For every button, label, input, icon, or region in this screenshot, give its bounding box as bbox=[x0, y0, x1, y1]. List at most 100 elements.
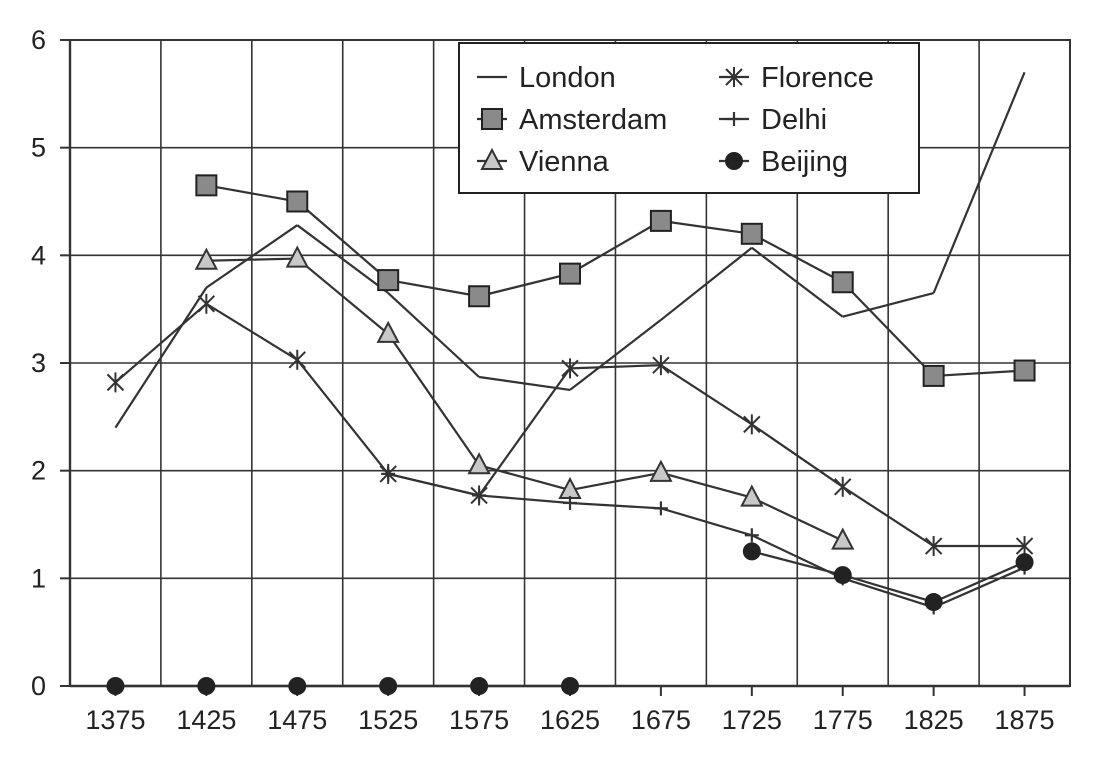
series-vienna-point bbox=[194, 247, 219, 270]
series-delhi-point bbox=[653, 501, 668, 516]
series-vienna-segment bbox=[660, 471, 753, 499]
x-tick-label: 1425 bbox=[176, 705, 236, 735]
series-london-segment bbox=[932, 71, 1026, 294]
series-florence bbox=[106, 293, 1034, 557]
series-london-segment bbox=[569, 319, 662, 391]
legend-swatch-marker bbox=[481, 108, 503, 130]
legend-swatch-marker bbox=[480, 147, 504, 170]
series-london-segment bbox=[114, 287, 208, 429]
series-london-segment bbox=[205, 224, 298, 289]
y-tick-label: 4 bbox=[31, 240, 46, 270]
series-vienna-point bbox=[649, 459, 673, 482]
series-amsterdam-point bbox=[377, 269, 400, 292]
series-vienna-point-shape bbox=[376, 320, 400, 343]
series-florence-segment bbox=[205, 302, 298, 361]
series-beijing-point-shape bbox=[561, 677, 579, 695]
y-tick-label: 1 bbox=[31, 563, 46, 593]
series-london-segment bbox=[751, 246, 844, 318]
series-amsterdam-point-shape bbox=[649, 209, 672, 232]
series-london-segment bbox=[842, 291, 934, 318]
x-tick-label: 1475 bbox=[267, 705, 327, 735]
legend-item-beijing: Beijing bbox=[719, 146, 848, 178]
series-florence-point bbox=[1015, 536, 1034, 557]
series-amsterdam-point-shape bbox=[377, 269, 400, 292]
series-amsterdam-point bbox=[740, 222, 763, 245]
x-tick-label: 1375 bbox=[85, 705, 145, 735]
series-delhi-segment bbox=[387, 472, 480, 497]
series-florence-segment bbox=[569, 364, 661, 370]
series-florence-point bbox=[106, 372, 125, 393]
series-beijing-point-shape bbox=[106, 677, 125, 695]
x-tick-label: 1525 bbox=[358, 705, 418, 735]
y-tick-label: 3 bbox=[31, 348, 46, 378]
series-vienna-point bbox=[831, 527, 855, 550]
series-delhi-segment bbox=[933, 566, 1025, 609]
legend-label: Amsterdam bbox=[519, 104, 667, 136]
series-vienna-point bbox=[740, 484, 764, 507]
series-vienna-point bbox=[376, 320, 400, 343]
series-vienna-segment bbox=[206, 257, 298, 262]
series-amsterdam-segment bbox=[751, 232, 844, 284]
series-amsterdam-segment bbox=[296, 200, 389, 281]
series-beijing-point-shape bbox=[1015, 553, 1034, 572]
series-florence-point bbox=[834, 476, 852, 497]
legend-swatch-marker bbox=[725, 152, 743, 170]
legend-label: Beijing bbox=[761, 146, 848, 178]
series-florence-point bbox=[743, 414, 761, 435]
legend-label: London bbox=[519, 62, 616, 94]
series-beijing-point-shape bbox=[288, 677, 307, 695]
legend-swatch-marker bbox=[727, 112, 741, 126]
series-amsterdam-segment bbox=[660, 219, 752, 235]
series-amsterdam-segment bbox=[478, 272, 571, 298]
series-florence-point bbox=[561, 358, 579, 379]
series-amsterdam-point-shape bbox=[195, 174, 218, 197]
series-florence-segment bbox=[842, 485, 935, 547]
series-amsterdam-point-shape bbox=[468, 285, 491, 308]
series-amsterdam-point-shape bbox=[922, 364, 945, 387]
series-delhi-segment bbox=[569, 501, 661, 510]
series-amsterdam-point bbox=[286, 190, 309, 213]
x-tick-label: 1675 bbox=[631, 705, 691, 735]
x-tick-label: 1625 bbox=[540, 705, 600, 735]
legend-item-delhi: Delhi bbox=[719, 104, 827, 136]
series-vienna-segment bbox=[751, 496, 844, 542]
series-vienna-point bbox=[467, 452, 491, 475]
legend-label: Delhi bbox=[761, 104, 827, 136]
series-beijing-point-shape bbox=[197, 677, 216, 695]
series-beijing-point bbox=[742, 542, 761, 561]
x-tick-label: 1775 bbox=[813, 705, 873, 735]
series-beijing-point-shape bbox=[742, 542, 761, 561]
series-london-segment bbox=[296, 224, 389, 294]
series-beijing-point-shape bbox=[833, 566, 852, 585]
series-florence-segment bbox=[114, 302, 208, 384]
series-vienna-point-shape bbox=[649, 459, 673, 482]
legend-swatch-marker-shape bbox=[481, 108, 503, 130]
legend-item-florence: Florence bbox=[719, 62, 874, 94]
series-lines bbox=[106, 71, 1036, 695]
series-florence-point bbox=[197, 293, 216, 314]
series-vienna-point-shape bbox=[831, 527, 855, 550]
series-beijing-point bbox=[379, 677, 398, 695]
series-amsterdam-segment bbox=[841, 281, 935, 377]
legend-swatch-marker-shape bbox=[480, 147, 504, 170]
series-vienna-segment bbox=[387, 333, 480, 466]
series-vienna-segment bbox=[296, 257, 389, 335]
series-delhi-point bbox=[381, 466, 396, 481]
y-tick-label: 0 bbox=[31, 671, 46, 701]
series-vienna-segment bbox=[478, 464, 571, 492]
y-tick-label: 6 bbox=[31, 25, 46, 55]
series-florence-point bbox=[652, 355, 670, 376]
series-florence-point bbox=[924, 536, 943, 557]
tick-labels: 0 1 2 3 4 5 6 1375 1425 1475 1525 1575 1625 1675 1725 1… bbox=[31, 25, 1055, 735]
legend-label: Florence bbox=[761, 62, 874, 94]
series-amsterdam-point bbox=[559, 262, 581, 285]
series-vienna-point-shape bbox=[285, 245, 309, 268]
x-tick-label: 1875 bbox=[995, 705, 1055, 735]
y-tick-label: 2 bbox=[31, 456, 46, 486]
legend-label: Vienna bbox=[519, 146, 610, 178]
series-amsterdam-segment bbox=[387, 279, 480, 298]
series-florence-segment bbox=[751, 423, 844, 488]
series-beijing-point bbox=[833, 566, 852, 585]
series-amsterdam-point bbox=[649, 209, 672, 232]
series-amsterdam-point bbox=[468, 285, 491, 308]
